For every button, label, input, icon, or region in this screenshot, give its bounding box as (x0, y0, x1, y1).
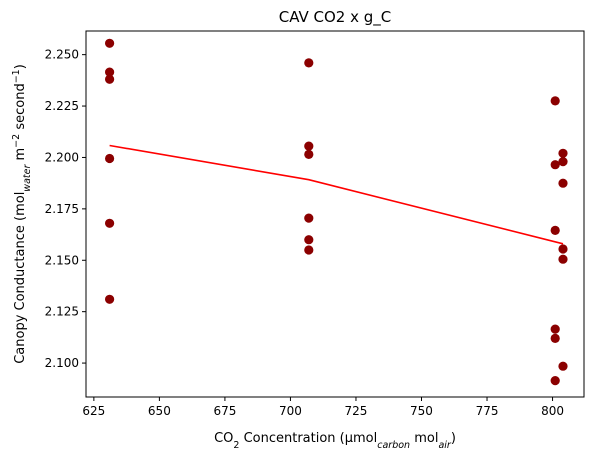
chart-title: CAV CO2 x g_C (279, 8, 392, 27)
data-point (550, 96, 560, 106)
y-tick-label: 2.150 (45, 253, 79, 267)
data-point (105, 218, 115, 228)
data-point (105, 67, 115, 77)
x-tick-label: 775 (476, 404, 499, 418)
plot-frame (85, 30, 585, 398)
data-point (558, 178, 568, 188)
data-point (304, 141, 314, 151)
y-tick-label: 2.225 (45, 99, 79, 113)
data-point (550, 333, 560, 343)
x-tick-label: 750 (410, 404, 433, 418)
y-tick-label: 2.125 (45, 305, 79, 319)
data-point (550, 324, 560, 334)
data-point (550, 160, 560, 170)
data-point (105, 294, 115, 304)
x-tick-label: 700 (279, 404, 302, 418)
y-tick-label: 2.100 (45, 356, 79, 370)
y-tick-label: 2.200 (45, 150, 79, 164)
data-point (105, 74, 115, 84)
data-point (550, 225, 560, 235)
data-point (558, 244, 568, 254)
x-tick-label: 675 (213, 404, 236, 418)
x-tick-label: 725 (345, 404, 368, 418)
y-axis-label: Canopy Conductance (molwater m−2 second−… (11, 64, 33, 364)
data-point (105, 153, 115, 164)
data-point (558, 157, 568, 167)
data-point (550, 376, 560, 386)
x-tick-label: 650 (148, 404, 171, 418)
x-axis-label: CO2 Concentration (µmolcarbon molair) (214, 431, 456, 451)
x-tick-label: 800 (541, 404, 564, 418)
data-point (105, 38, 115, 48)
data-point (558, 148, 568, 158)
data-point (558, 254, 568, 264)
data-point (558, 361, 568, 371)
y-tick-label: 2.175 (45, 202, 79, 216)
axes: 625 650 675 700 725 750 775 800 2.100 2.125 2.150 2… (45, 30, 585, 418)
data-point (304, 149, 314, 159)
data-point (304, 213, 314, 223)
x-tick-label: 625 (82, 404, 105, 418)
trend-line (109, 144, 564, 245)
data-point (304, 245, 314, 255)
plot-marks (105, 38, 568, 386)
data-point (304, 58, 314, 68)
data-point (304, 235, 314, 245)
y-tick-label: 2.250 (45, 48, 79, 62)
